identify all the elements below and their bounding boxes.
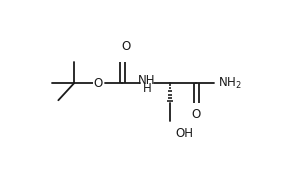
Text: O: O	[192, 108, 201, 121]
Text: O: O	[94, 77, 103, 90]
Text: OH: OH	[176, 127, 194, 140]
Text: O: O	[121, 40, 130, 53]
Text: H: H	[143, 82, 152, 95]
Text: NH: NH	[138, 74, 155, 87]
Text: NH$_2$: NH$_2$	[218, 76, 242, 91]
